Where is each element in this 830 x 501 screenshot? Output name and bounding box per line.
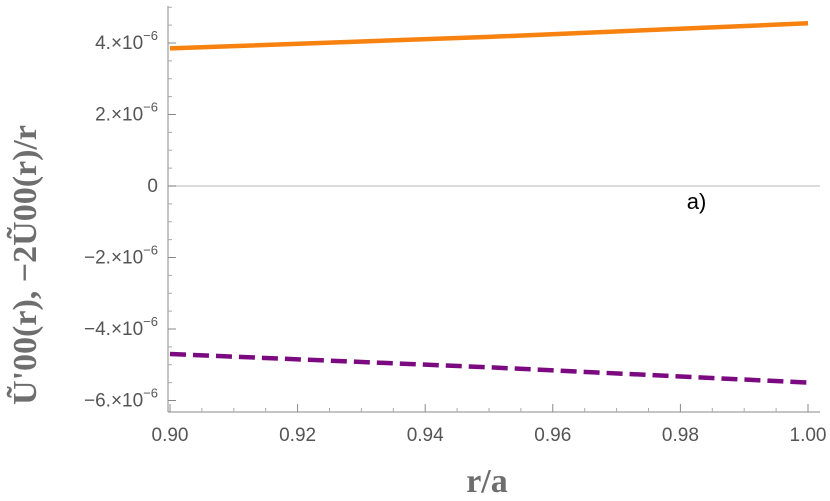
series-line-0 — [169, 21, 809, 51]
x-tick-label-5: 1.00 — [790, 425, 827, 446]
annotation-label: a) — [687, 189, 707, 214]
x-tick-label-4: 0.98 — [662, 425, 699, 446]
y-tick-label-1: 2.×10−6 — [95, 100, 158, 126]
y-tick-label-5: −6.×10−6 — [84, 386, 158, 412]
y-axis-title-group: Ũ'00(r), −2Ũ00(r)/r — [6, 125, 44, 405]
x-tick-label-1: 0.92 — [279, 425, 316, 446]
y-tick-label-3: −2.×10−6 — [84, 243, 158, 269]
series-line-1 — [169, 351, 809, 385]
plot-area: 0.90 0.92 0.94 0.96 0.98 1.00 4.×10−6 2.×10−6 0 −… — [84, 6, 826, 446]
y-axis-title: Ũ'00(r), −2Ũ00(r)/r — [6, 125, 44, 405]
x-axis-title: r/a — [466, 463, 508, 500]
y-tick-label-0: 4.×10−6 — [95, 28, 158, 54]
y-tick-label-2: 0 — [147, 176, 158, 197]
x-tick-label-0: 0.90 — [152, 425, 189, 446]
x-tick-label-3: 0.96 — [534, 425, 571, 446]
x-tick-label-2: 0.94 — [407, 425, 444, 446]
y-tick-label-4: −4.×10−6 — [84, 314, 158, 340]
